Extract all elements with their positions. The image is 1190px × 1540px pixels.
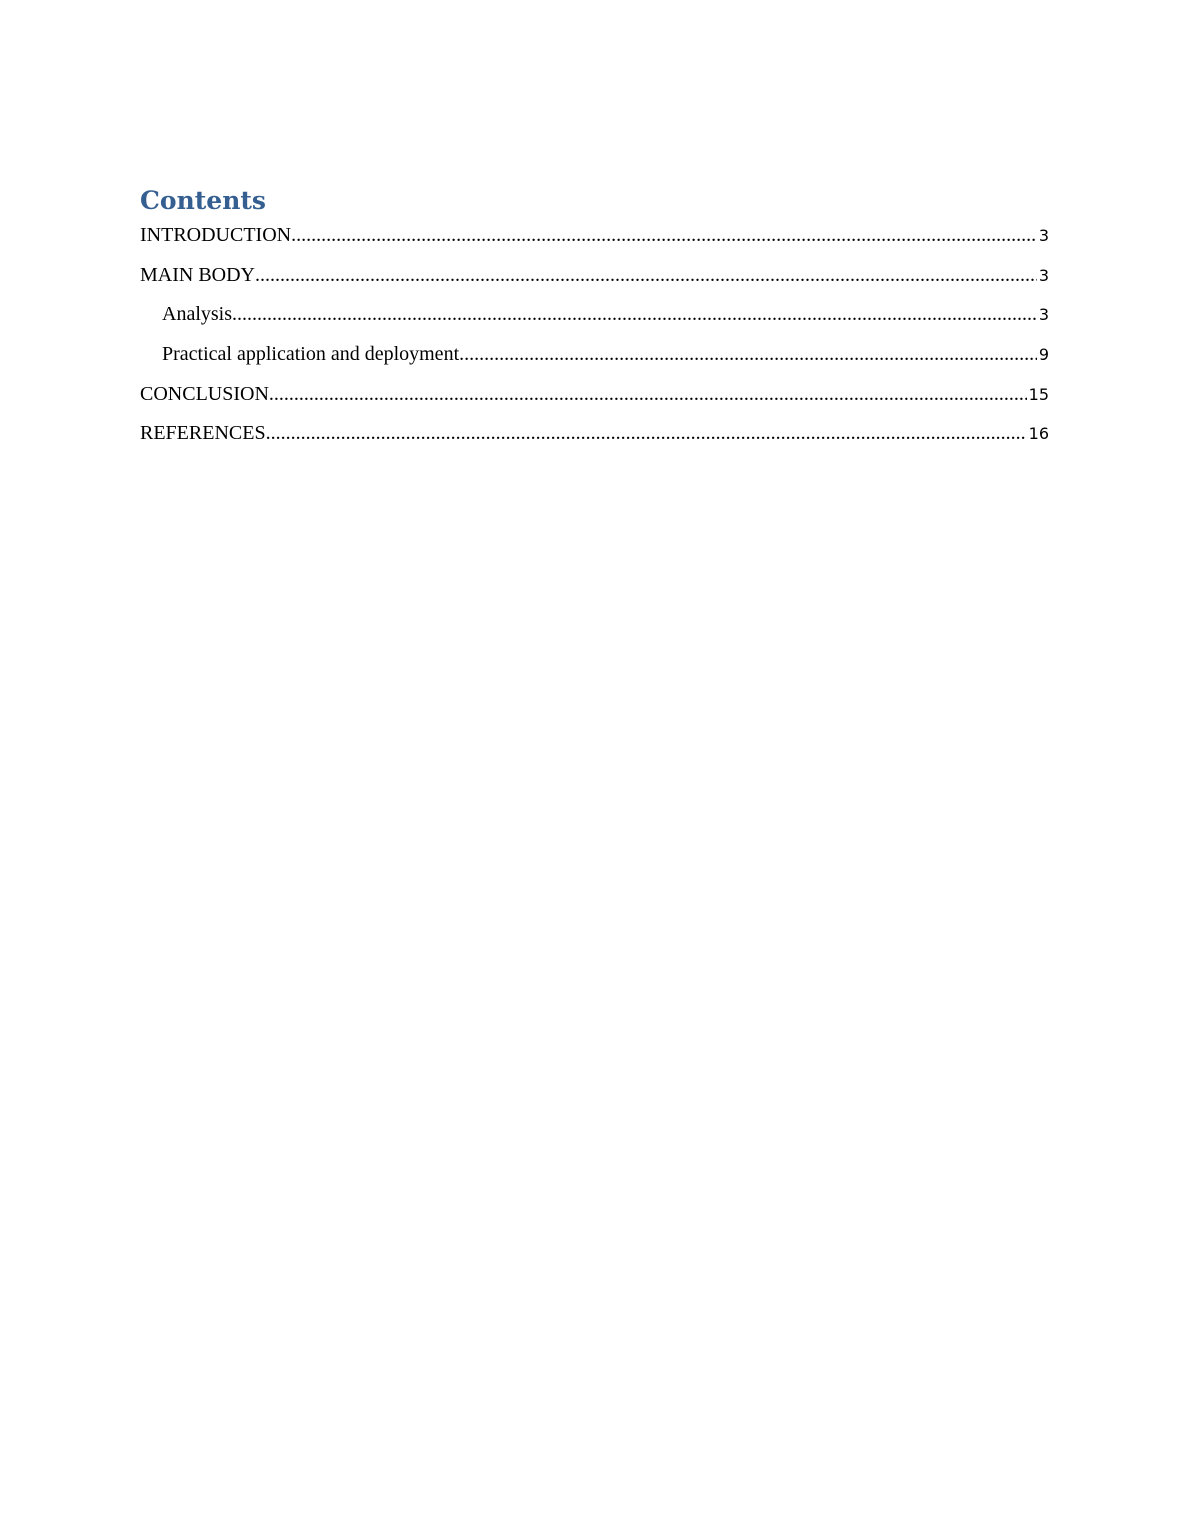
dot-leader [232, 303, 1037, 326]
toc-entry-references[interactable]: REFERENCES 16 [140, 422, 1049, 462]
toc-entry-main-body[interactable]: MAIN BODY 3 [140, 264, 1049, 304]
toc-entry-page: 15 [1028, 384, 1049, 404]
toc-title: Contents [140, 186, 267, 215]
toc-entry-page: 3 [1038, 226, 1049, 245]
toc-entry-practical-application[interactable]: Practical application and deployment 9 [140, 343, 1049, 383]
table-of-contents: INTRODUCTION 3 MAIN BODY 3 Analysis 3 Pr… [140, 224, 1049, 462]
toc-entry-page: 3 [1038, 265, 1049, 285]
toc-entry-conclusion[interactable]: CONCLUSION 15 [140, 383, 1049, 423]
toc-entry-analysis[interactable]: Analysis 3 [140, 303, 1049, 343]
toc-entry-label: INTRODUCTION [140, 224, 292, 246]
dot-leader [459, 343, 1037, 366]
toc-entry-label: Practical application and deployment [162, 343, 460, 366]
toc-entry-page: 3 [1038, 305, 1049, 325]
dot-leader [269, 383, 1027, 406]
toc-entry-label: MAIN BODY [140, 263, 255, 286]
toc-entry-introduction[interactable]: INTRODUCTION 3 [140, 224, 1049, 264]
dot-leader [266, 422, 1027, 445]
toc-entry-page: 9 [1038, 345, 1049, 365]
toc-entry-page: 16 [1028, 424, 1049, 444]
dot-leader [255, 264, 1037, 287]
dot-leader [291, 224, 1037, 247]
toc-entry-label: Analysis [162, 303, 232, 326]
toc-entry-label: CONCLUSION [140, 382, 269, 405]
toc-entry-label: REFERENCES [140, 422, 266, 445]
